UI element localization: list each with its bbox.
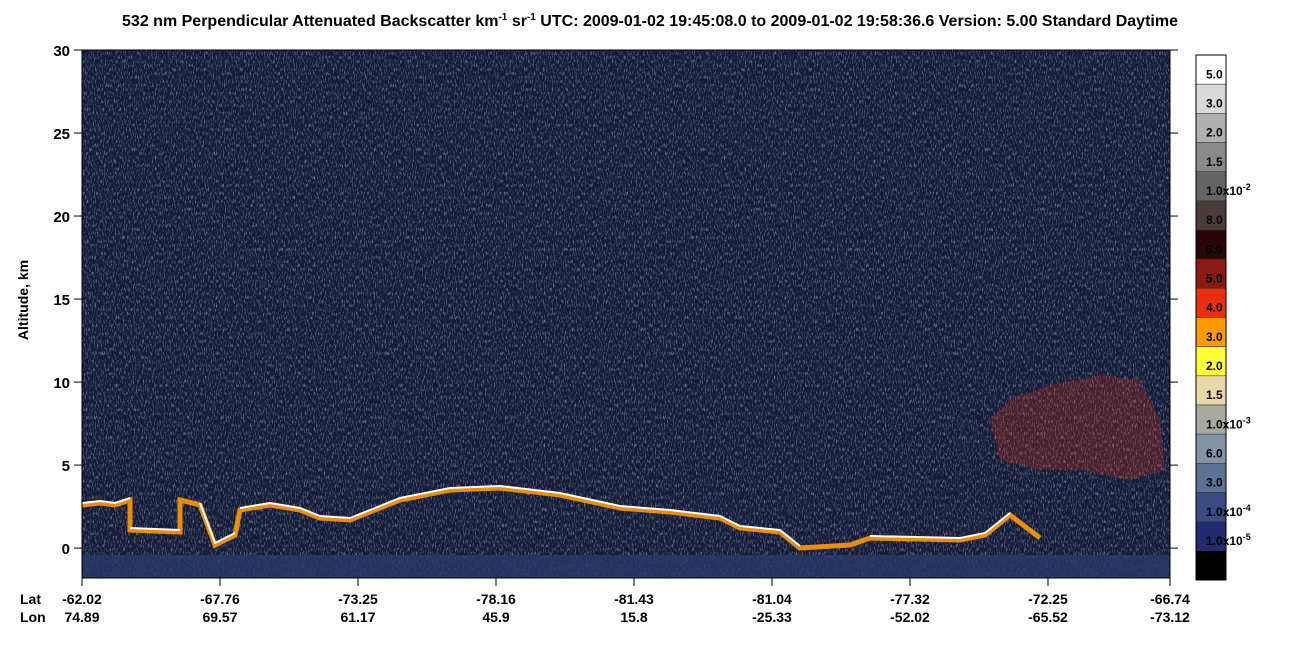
title-part: 532 nm Perpendicular Attenuated Backscat… — [122, 13, 498, 30]
lat-label: -73.25 — [338, 591, 378, 607]
y-axis-label: Altitude, km — [15, 260, 31, 340]
colorbar-label: 2.0 — [1206, 126, 1223, 140]
y-tick-label: 30 — [53, 43, 70, 60]
lon-label: 45.9 — [482, 609, 509, 625]
colorbar-label: 1.5 — [1206, 388, 1223, 402]
colorbar-label-text: 1.0x10 — [1206, 417, 1243, 431]
colorbar-label-text: 6.0 — [1206, 447, 1223, 461]
lon-label: 15.8 — [620, 609, 647, 625]
colorbar-label-text: 3.0 — [1206, 330, 1223, 344]
colorbar-bin — [1195, 54, 1227, 85]
y-tick-label: 20 — [53, 209, 70, 226]
colorbar-label-text: 3.0 — [1206, 97, 1223, 111]
colorbar-label: 1.0x10-4 — [1206, 503, 1251, 519]
colorbar-label-text: 2.0 — [1206, 359, 1223, 373]
plot-image — [81, 50, 1170, 578]
colorbar-bin — [1195, 258, 1227, 289]
y-tick-label: 10 — [53, 375, 70, 392]
colorbar-label-text: 1.0x10 — [1206, 505, 1243, 519]
plot-frame — [81, 49, 1171, 579]
lat-label: -72.25 — [1028, 591, 1068, 607]
y-tick-label: 5 — [62, 458, 70, 475]
colorbar-label: 8.0 — [1206, 213, 1223, 227]
colorbar-label: 6.0 — [1206, 447, 1223, 461]
y-tick-label: 0 — [62, 541, 70, 558]
lat-label: -78.16 — [476, 591, 516, 607]
colorbar-label-sup: -3 — [1243, 415, 1251, 425]
title-superscript: -1 — [498, 12, 507, 23]
colorbar-label: 3.0 — [1206, 476, 1223, 490]
colorbar-frame — [1195, 54, 1227, 581]
colorbar-label: 3.0 — [1206, 330, 1223, 344]
lon-label: 61.17 — [340, 609, 375, 625]
lat-row-label: Lat — [20, 591, 41, 607]
colorbar-label-text: 1.0x10 — [1206, 534, 1243, 548]
colorbar-bin — [1195, 229, 1227, 260]
colorbar-label: 1.0x10-5 — [1206, 532, 1251, 548]
colorbar-bin — [1195, 171, 1227, 202]
lon-label: 69.57 — [202, 609, 237, 625]
colorbar-label: 1.0x10-2 — [1206, 182, 1251, 198]
lon-label: 74.89 — [64, 609, 99, 625]
colorbar-label: 3.0 — [1206, 97, 1223, 111]
lat-label: -66.74 — [1150, 591, 1190, 607]
title-superscript: -1 — [527, 12, 536, 23]
colorbar-label: 5.0 — [1206, 67, 1223, 81]
colorbar-label-text: 1.5 — [1206, 155, 1223, 169]
colorbar-label: 6.0 — [1206, 242, 1223, 256]
lat-label: -67.76 — [200, 591, 240, 607]
colorbar-label: 5.0 — [1206, 272, 1223, 286]
colorbar-label-text: 5.0 — [1206, 272, 1223, 286]
colorbar-label-text: 2.0 — [1206, 126, 1223, 140]
colorbar-label-text: 3.0 — [1206, 476, 1223, 490]
colorbar-label: 1.0x10-3 — [1206, 415, 1251, 431]
title-part: sr — [507, 13, 527, 30]
lat-label: -81.43 — [614, 591, 654, 607]
colorbar-label-text: 8.0 — [1206, 213, 1223, 227]
colorbar-bin — [1195, 492, 1227, 522]
lon-label: -73.12 — [1150, 609, 1190, 625]
lon-label: -25.33 — [752, 609, 792, 625]
lon-row-label: Lon — [20, 609, 46, 625]
y-tick-label: 25 — [53, 126, 70, 143]
colorbar-label-text: 6.0 — [1206, 242, 1223, 256]
colorbar-label-text: 1.0x10 — [1206, 184, 1243, 198]
colorbar-bin — [1195, 550, 1227, 581]
lat-label: -81.04 — [752, 591, 792, 607]
colorbar-label: 4.0 — [1206, 301, 1223, 315]
colorbar-label-sup: -2 — [1243, 182, 1251, 192]
chart-title: 532 nm Perpendicular Attenuated Backscat… — [122, 12, 1178, 30]
colorbar-label: 2.0 — [1206, 359, 1223, 373]
lon-label: -52.02 — [890, 609, 930, 625]
colorbar-label-sup: -4 — [1243, 503, 1251, 513]
lat-label: -62.02 — [62, 591, 102, 607]
colorbar-label: 1.5 — [1206, 155, 1223, 169]
title-part: UTC: 2009-01-02 19:45:08.0 to 2009-01-02… — [536, 13, 1178, 30]
colorbar-label-text: 1.5 — [1206, 388, 1223, 402]
colorbar-bin — [1195, 375, 1227, 406]
colorbar-label-text: 5.0 — [1206, 67, 1223, 81]
colorbar-bin — [1195, 200, 1227, 231]
colorbar-label-sup: -5 — [1243, 532, 1251, 542]
colorbar-label-text: 4.0 — [1206, 301, 1223, 315]
lon-label: -65.52 — [1028, 609, 1068, 625]
colorbar-bin — [1195, 288, 1227, 318]
lat-label: -77.32 — [890, 591, 930, 607]
y-tick-label: 15 — [53, 292, 70, 309]
